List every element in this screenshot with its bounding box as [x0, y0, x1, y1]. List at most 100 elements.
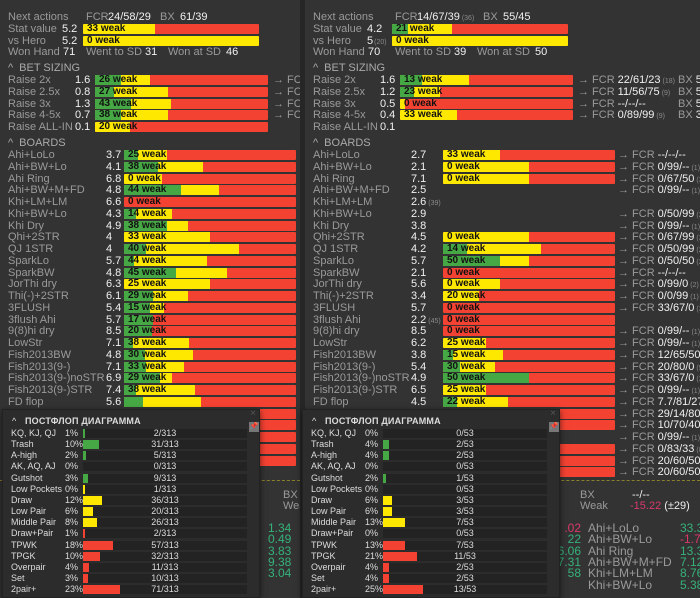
row-bet-sizing[interactable]: Raise ALL-IN 0.1 — [305, 121, 700, 133]
row-boards[interactable]: LowStr 7.1 38 weak — [0, 337, 300, 349]
row-boards[interactable]: Khi Dry 4.9 38 weak — [0, 220, 300, 232]
row-boards[interactable]: 3flush Ahi 2.2 (45) 0 weak — [305, 314, 700, 326]
fcr-link[interactable]: → FCR --/--/-- — [618, 149, 688, 163]
section-header-boards[interactable]: ^ BOARDS — [8, 137, 66, 149]
row-boards[interactable]: Thi(-)+2STR 3.4 20 weak → FCR 0/0/99 (1) — [305, 290, 700, 302]
row-boards[interactable]: Fish2013BW 4.8 30 weak — [0, 349, 300, 361]
row-boards[interactable]: Khi+BW+Lo 4.3 14 weak — [0, 208, 300, 220]
chevron-up-icon[interactable]: ^ — [312, 416, 317, 426]
row-boards[interactable]: Khi+LM+LM 6.6 0 weak — [0, 196, 300, 208]
row-boards[interactable]: QJ 1STR 4 40 weak — [0, 243, 300, 255]
fcr-link[interactable]: → FCR 11/56/75 (9) — [578, 86, 670, 100]
row-boards[interactable]: Fish2013(9-)noSTR 4.9 50 weak → FCR 33/67/0(… — [305, 372, 700, 384]
row-bet-sizing[interactable]: Raise 2.5x 0.8 27 weak → FCR — [0, 86, 300, 98]
row-bet-sizing[interactable]: Raise 4-5x 0.7 38 weak → FCR — [0, 109, 300, 121]
panel-divider[interactable] — [300, 0, 305, 598]
row-boards[interactable]: Fish2013(9-)noSTR 6.9 29 weak — [0, 372, 300, 384]
fcr-link[interactable]: → FCR --/--/-- — [618, 267, 688, 281]
row-boards[interactable]: 3flush Ahi 5.7 17 weak — [0, 314, 300, 326]
fcr-link[interactable]: → FCR 0/99/-- (1) — [618, 384, 700, 398]
row-boards[interactable]: Ahi+LoLo 3.7 25 weak — [0, 149, 300, 161]
close-icon[interactable]: × — [550, 409, 556, 419]
fcr-link[interactable]: → FCR — [273, 74, 300, 86]
row-boards[interactable]: SparkBW 2.1 0 weak → FCR --/--/-- — [305, 267, 700, 279]
pin-icon[interactable]: 📌 — [249, 422, 259, 432]
row-boards[interactable]: 3FLUSH 5.4 15 weak — [0, 302, 300, 314]
row-boards[interactable]: Ahi+BW+M+FD 2.5 → FCR 0/99/-- (1) — [305, 184, 700, 196]
row-boards[interactable]: SparkBW 4.8 45 weak — [0, 267, 300, 279]
fcr-link[interactable]: → FCR — [273, 109, 300, 121]
fcr-link[interactable]: → FCR 0/99/-- (1) — [618, 220, 700, 234]
row-boards[interactable]: FD flop 5.6 — [0, 396, 300, 408]
row-boards[interactable]: Ahi+BW+Lo 2.1 0 weak → FCR 0/99/-- (1) — [305, 161, 700, 173]
row-bet-sizing[interactable]: Raise 3x 1.3 43 weak → FCR — [0, 98, 300, 110]
section-header-bet_sizing[interactable]: ^ BET SIZING — [313, 62, 385, 74]
close-icon[interactable]: × — [250, 409, 256, 419]
row-bet-sizing[interactable]: Raise 2x 1.6 13 weak → FCR22/61/23(18)BX53/… — [305, 74, 700, 86]
fcr-link[interactable]: → FCR 0/99/-- (1) — [618, 161, 700, 175]
row-boards[interactable]: Thi(-)+2STR 6.1 29 weak — [0, 290, 300, 302]
row-boards[interactable]: Fish2013(9-)STR 7.4 38 weak — [0, 384, 300, 396]
fcr-link[interactable]: → FCR — [273, 86, 300, 98]
fcr-link[interactable]: → FCR 0/0/99 (1) — [618, 290, 699, 304]
row-boards[interactable]: Khi+LM+LM 2.6 (39) — [305, 196, 700, 208]
row-bet-sizing[interactable]: Raise ALL-IN 0.1 20 weak — [0, 121, 300, 133]
row-boards[interactable]: 9(8)hi dry 8.5 20 weak — [0, 325, 300, 337]
row-boards[interactable]: SparkLo 5.7 44 weak — [0, 255, 300, 267]
row-bet-sizing[interactable]: Raise 3x 0.5 0 weak → FCR--/--/-- BX56/4 — [305, 98, 700, 110]
fcr-link[interactable]: → FCR 22/61/23 (18) — [578, 74, 675, 88]
row-boards[interactable]: Ahi+BW+Lo 4.1 38 weak — [0, 161, 300, 173]
fcr-link[interactable]: → FCR 0/99/0 (2) — [618, 278, 699, 292]
row-boards[interactable]: Ahi+LoLo 2.7 33 weak → FCR --/--/-- — [305, 149, 700, 161]
fcr-link[interactable]: → FCR 0/89/99 (9) — [578, 109, 665, 123]
row-boards[interactable]: LowStr 6.2 25 weak → FCR 0/99/-- (1) — [305, 337, 700, 349]
row-boards[interactable]: Fish2013(9-)STR 6.5 25 weak → FCR 0/99/-- (1) — [305, 384, 700, 396]
fcr-link[interactable]: → FCR 0/99/-- (1) — [618, 431, 700, 445]
row-boards[interactable]: 9(8)hi dry 8.5 0 weak → FCR 0/99/-- (1) — [305, 325, 700, 337]
row-boards[interactable]: Ahi+BW+M+FD 4.8 44 weak — [0, 184, 300, 196]
row-boards[interactable]: Ahi Ring 6.8 0 weak — [0, 173, 300, 185]
fcr-link[interactable]: → FCR 0/99/-- (1) — [618, 184, 700, 198]
pin-icon[interactable]: 📌 — [549, 422, 559, 432]
row-boards[interactable]: JorThi dry 6.3 25 weak — [0, 278, 300, 290]
section-header-boards[interactable]: ^ BOARDS — [313, 137, 371, 149]
row-boards[interactable]: Fish2013(9-) 7.1 33 weak — [0, 361, 300, 373]
section-header-bet_sizing[interactable]: ^ BET SIZING — [8, 62, 80, 74]
row-bet-sizing[interactable]: Raise 2x 1.6 26 weak → FCR — [0, 74, 300, 86]
fcr-link[interactable]: → FCR --/--/-- — [578, 98, 648, 112]
chevron-up-icon[interactable]: ^ — [12, 416, 17, 426]
row-boards[interactable]: Qhi+2STR 4 33 weak — [0, 231, 300, 243]
fcr-link[interactable]: → FCR 0/99/-- (1) — [618, 337, 700, 351]
fcr-link[interactable]: → FCR 0/99/-- (1) — [618, 325, 700, 339]
row-boards[interactable]: JorThi dry 5.6 0 weak → FCR 0/99/0 (2) — [305, 278, 700, 290]
row-boards[interactable]: → FCR 0/99/-- (1) — [305, 431, 700, 443]
row-boards[interactable]: Khi Dry 3.8 → FCR 0/99/-- (1) — [305, 220, 700, 232]
fcr-link[interactable]: → FCR — [273, 98, 300, 110]
